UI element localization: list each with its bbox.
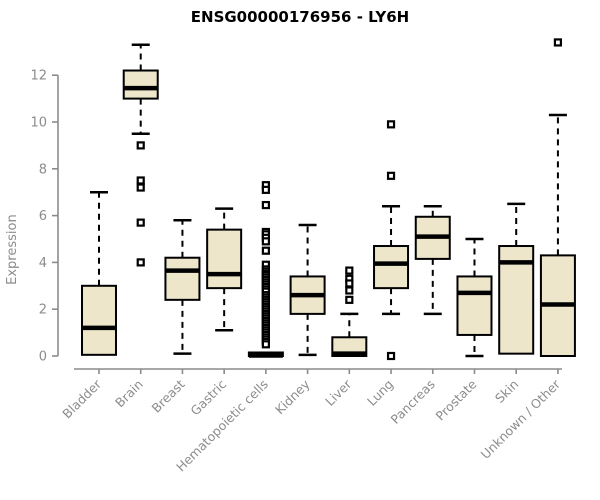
- box-rect: [81, 284, 117, 356]
- box-group-bladder: [81, 190, 117, 356]
- x-tick-label-breast: Breast: [149, 376, 188, 415]
- box-group-lung: [373, 120, 410, 361]
- x-tick-label-brain: Brain: [112, 377, 146, 411]
- x-tick-label-unknown-other: Unknown / Other: [478, 376, 564, 462]
- outlier-point: [136, 258, 145, 267]
- outlier-point: [261, 237, 270, 246]
- box-group-hematopoietic-cells: [247, 181, 284, 358]
- box-rect: [164, 256, 201, 301]
- box-group-unknown-other: [539, 38, 576, 358]
- x-tick-label-gastric: Gastric: [187, 376, 229, 418]
- outlier-point: [345, 286, 354, 295]
- box-group-liver: [331, 266, 368, 357]
- x-tick-label-lung: Lung: [364, 377, 396, 409]
- y-tick-label: 2: [39, 303, 47, 318]
- outlier-point: [261, 200, 270, 210]
- y-tick-label: 10: [30, 116, 47, 131]
- outlier-point: [345, 266, 354, 275]
- box-group-pancreas: [414, 204, 451, 316]
- outlier-point: [136, 183, 145, 192]
- box-group-skin: [498, 202, 535, 355]
- outlier-point: [386, 120, 396, 129]
- chart-title: ENSG00000176956 - LY6H: [190, 8, 410, 26]
- outlier-point: [345, 295, 354, 304]
- y-axis-title: Expression: [5, 214, 20, 285]
- outlier-point: [136, 218, 145, 227]
- outlier-point: [136, 176, 145, 185]
- outlier-point: [553, 38, 563, 47]
- y-tick-label: 8: [39, 162, 47, 177]
- box-group-gastric: [206, 207, 243, 332]
- box-group-kidney: [289, 223, 326, 357]
- box-rect: [206, 228, 243, 290]
- box-group-brain: [122, 43, 159, 267]
- box-group-prostate: [456, 237, 493, 358]
- box-group-breast: [164, 219, 201, 355]
- outlier-point: [386, 351, 396, 361]
- x-tick-label-pancreas: Pancreas: [388, 377, 438, 427]
- outlier-point: [261, 185, 270, 194]
- y-tick-label: 12: [30, 69, 47, 84]
- x-tick-label-skin: Skin: [492, 377, 521, 406]
- outlier-point: [136, 141, 145, 150]
- y-tick-label: 6: [39, 209, 47, 224]
- box-rect: [122, 69, 159, 100]
- box-rect: [373, 245, 410, 290]
- x-tick-label-liver: Liver: [322, 376, 355, 409]
- outlier-point: [261, 340, 270, 349]
- y-tick-label: 4: [39, 256, 47, 271]
- box-rect: [456, 275, 493, 336]
- outlier-point: [261, 246, 270, 255]
- y-tick-label: 0: [39, 350, 47, 365]
- outlier-point: [345, 279, 354, 288]
- box-rect: [331, 336, 368, 357]
- x-tick-label-prostate: Prostate: [433, 376, 480, 423]
- outlier-point: [386, 171, 396, 180]
- x-tick-label-bladder: Bladder: [59, 376, 104, 421]
- x-tick-label-kidney: Kidney: [272, 376, 313, 417]
